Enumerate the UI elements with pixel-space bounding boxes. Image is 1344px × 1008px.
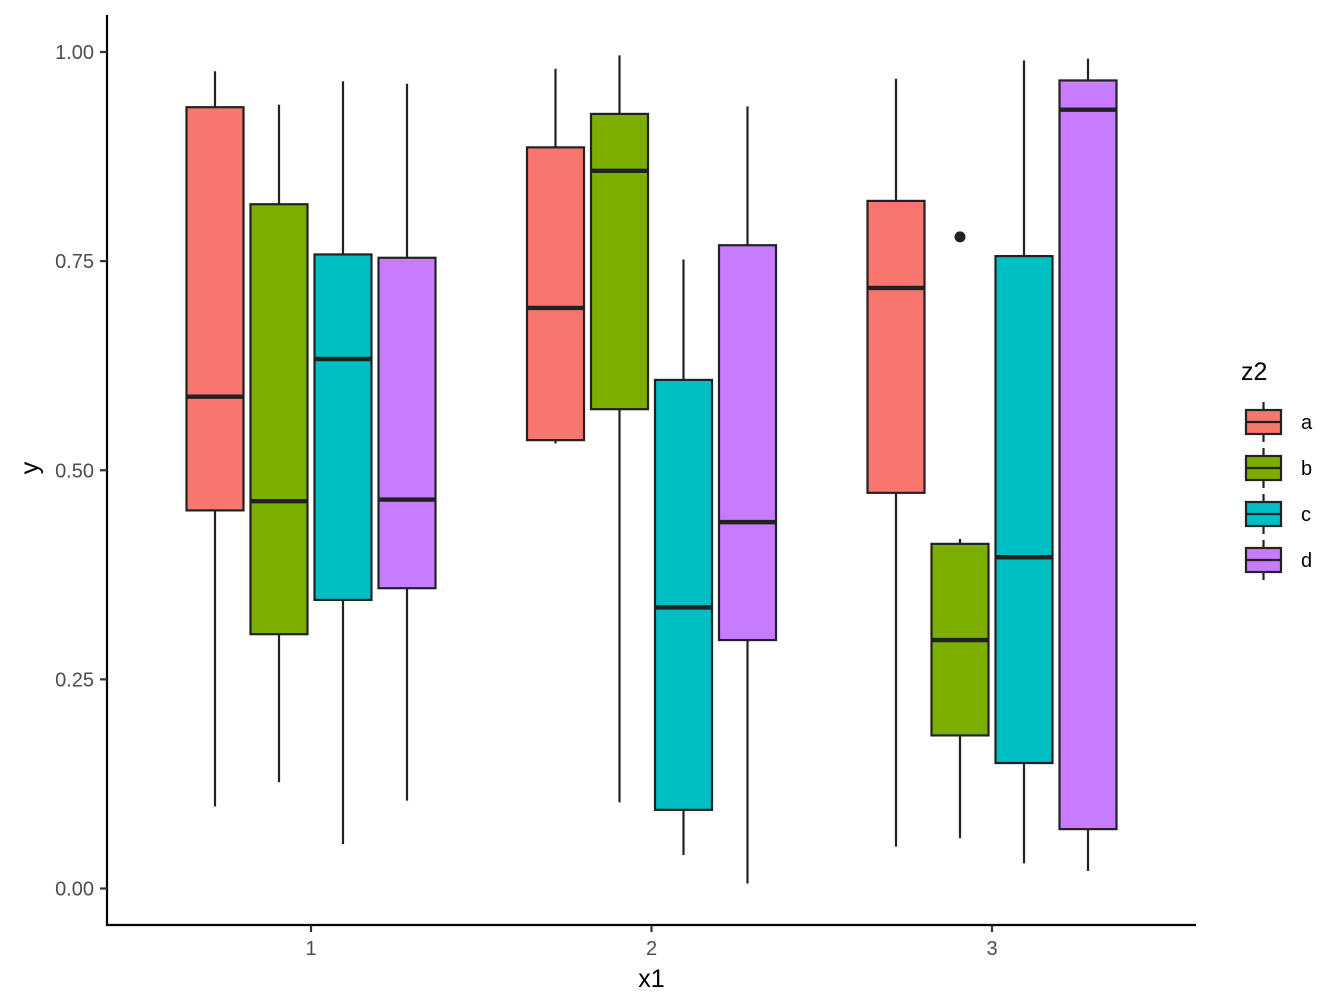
box-2-c	[653, 259, 714, 856]
legend-title: z2	[1241, 358, 1267, 386]
box-body	[525, 146, 586, 442]
axis-layer: 0.00 0.25 0.50 0.75 1.00 1 2 3 x1 y	[16, 15, 1196, 993]
legend-label: b	[1301, 458, 1312, 480]
legend-item-a: a	[1244, 402, 1313, 442]
y-tick-label: 0.25	[55, 669, 94, 691]
box-body	[866, 199, 926, 494]
outlier-point	[954, 231, 966, 243]
box-body	[313, 253, 373, 602]
box-body	[1058, 79, 1118, 831]
legend-label: a	[1301, 412, 1313, 434]
legend: z2 a b c d	[1241, 358, 1313, 580]
legend-label: c	[1301, 504, 1311, 526]
x-tick-label: 2	[646, 938, 657, 960]
x-tick-label: 3	[986, 938, 997, 960]
legend-item-d: d	[1244, 540, 1312, 580]
y-tick-label: 0.75	[55, 251, 94, 273]
y-axis-title: y	[16, 461, 44, 474]
box-layer	[185, 55, 1118, 884]
legend-label: d	[1301, 550, 1312, 572]
box-body	[249, 203, 309, 636]
y-tick-label: 0.50	[55, 460, 94, 482]
box-body	[377, 256, 437, 590]
box-1-c	[313, 81, 373, 845]
box-body	[717, 244, 778, 642]
x-tick-label: 1	[305, 938, 316, 960]
box-body	[653, 378, 714, 811]
box-3-a	[866, 78, 926, 847]
box-2-d	[717, 106, 778, 884]
box-2-b	[589, 55, 650, 803]
box-1-a	[185, 71, 245, 807]
legend-item-b: b	[1244, 448, 1312, 488]
box-3-c	[994, 60, 1054, 864]
box-3-b	[930, 231, 990, 839]
box-body	[994, 255, 1054, 765]
box-2-a	[525, 68, 586, 444]
y-tick-label: 1.00	[55, 42, 94, 64]
y-tick-label: 0.00	[55, 879, 94, 901]
legend-item-c: c	[1244, 494, 1311, 534]
x-axis-title: x1	[638, 965, 664, 993]
box-body	[185, 106, 245, 512]
box-1-d	[377, 83, 437, 801]
box-1-b	[249, 104, 309, 783]
box-body	[589, 112, 650, 411]
box-3-d	[1058, 58, 1118, 871]
